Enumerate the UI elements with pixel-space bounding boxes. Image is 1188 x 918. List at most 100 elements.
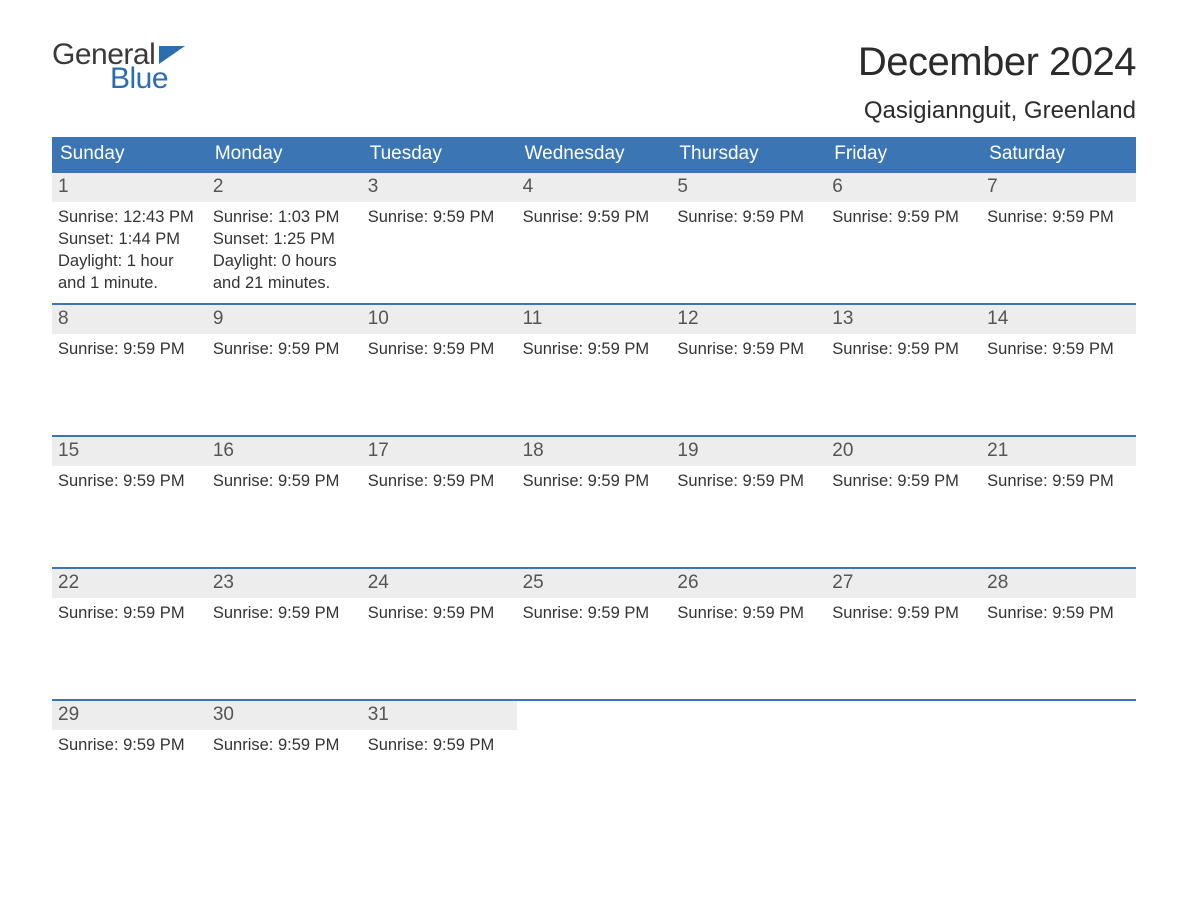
day-info-line: Sunrise: 9:59 PM <box>58 734 201 756</box>
day-content: Sunrise: 9:59 PM <box>207 466 362 498</box>
day-info-line: Sunrise: 9:59 PM <box>368 470 511 492</box>
day-content: Sunrise: 9:59 PM <box>826 202 981 234</box>
header: General Blue December 2024 Qasigiannguit… <box>52 40 1136 125</box>
day-content: Sunrise: 9:59 PM <box>981 202 1136 234</box>
calendar-day-cell: 22Sunrise: 9:59 PM <box>52 569 207 699</box>
day-info-line: Sunrise: 9:59 PM <box>368 338 511 360</box>
day-number: 17 <box>362 437 517 466</box>
calendar-day-cell: 1Sunrise: 12:43 PMSunset: 1:44 PMDayligh… <box>52 173 207 303</box>
day-content <box>981 730 1136 740</box>
day-number: 25 <box>517 569 672 598</box>
calendar-week-row: 1Sunrise: 12:43 PMSunset: 1:44 PMDayligh… <box>52 171 1136 303</box>
calendar-day-cell: 13Sunrise: 9:59 PM <box>826 305 981 435</box>
day-number: 16 <box>207 437 362 466</box>
day-number: 21 <box>981 437 1136 466</box>
day-info-line: Sunrise: 9:59 PM <box>213 734 356 756</box>
calendar-day-cell: 6 Sunrise: 9:59 PM <box>826 173 981 303</box>
day-info-line: Sunrise: 9:59 PM <box>523 338 666 360</box>
day-content: Sunrise: 1:03 PMSunset: 1:25 PMDaylight:… <box>207 202 362 301</box>
day-number: 12 <box>671 305 826 334</box>
day-number: 8 <box>52 305 207 334</box>
day-info-line: Sunrise: 9:59 PM <box>213 602 356 624</box>
calendar-day-cell <box>517 701 672 831</box>
day-content: Sunrise: 9:59 PM <box>362 466 517 498</box>
day-number: 7 <box>981 173 1136 202</box>
day-info-line: Sunrise: 9:59 PM <box>213 338 356 360</box>
day-info-line: Sunrise: 9:59 PM <box>832 206 975 228</box>
calendar-day-cell: 11 Sunrise: 9:59 PM <box>517 305 672 435</box>
day-content: Sunrise: 9:59 PM <box>517 334 672 366</box>
calendar-week-row: 15Sunrise: 9:59 PM16Sunrise: 9:59 PM17Su… <box>52 435 1136 567</box>
calendar-day-cell: 8Sunrise: 9:59 PM <box>52 305 207 435</box>
calendar-day-cell: 12Sunrise: 9:59 PM <box>671 305 826 435</box>
day-number: 9 <box>207 305 362 334</box>
calendar-day-cell: 20 Sunrise: 9:59 PM <box>826 437 981 567</box>
day-number: 20 <box>826 437 981 466</box>
day-info-line: Sunrise: 9:59 PM <box>677 602 820 624</box>
day-info-line: Sunrise: 9:59 PM <box>832 602 975 624</box>
day-content: Sunrise: 9:59 PM <box>671 598 826 630</box>
day-content: Sunrise: 9:59 PM <box>52 598 207 630</box>
calendar-day-cell: 10Sunrise: 9:59 PM <box>362 305 517 435</box>
calendar-day-cell: 24 Sunrise: 9:59 PM <box>362 569 517 699</box>
day-number: 29 <box>52 701 207 730</box>
calendar-day-cell: 21 Sunrise: 9:59 PM <box>981 437 1136 567</box>
day-info-line: Sunrise: 12:43 PM <box>58 206 201 228</box>
day-number: 15 <box>52 437 207 466</box>
day-number: 2 <box>207 173 362 202</box>
logo-text-blue: Blue <box>110 64 185 94</box>
weeks-container: 1Sunrise: 12:43 PMSunset: 1:44 PMDayligh… <box>52 171 1136 831</box>
day-content: Sunrise: 9:59 PM <box>981 598 1136 630</box>
day-number: 1 <box>52 173 207 202</box>
day-content: Sunrise: 9:59 PM <box>826 598 981 630</box>
day-info-line: Sunrise: 9:59 PM <box>58 602 201 624</box>
day-content: Sunrise: 9:59 PM <box>362 202 517 234</box>
calendar-day-cell: 16Sunrise: 9:59 PM <box>207 437 362 567</box>
day-number: 18 <box>517 437 672 466</box>
day-number: 24 <box>362 569 517 598</box>
day-info-line: Sunset: 1:25 PM <box>213 228 356 250</box>
day-number: 4 <box>517 173 672 202</box>
day-number: 23 <box>207 569 362 598</box>
calendar-day-cell: 15Sunrise: 9:59 PM <box>52 437 207 567</box>
calendar-week-row: 8Sunrise: 9:59 PM9Sunrise: 9:59 PM10Sunr… <box>52 303 1136 435</box>
day-content: Sunrise: 9:59 PM <box>207 598 362 630</box>
day-info-line: Sunrise: 9:59 PM <box>368 602 511 624</box>
day-info-line: Sunrise: 1:03 PM <box>213 206 356 228</box>
calendar-day-cell: 25Sunrise: 9:59 PM <box>517 569 672 699</box>
location: Qasigiannguit, Greenland <box>858 97 1136 125</box>
day-content: Sunrise: 9:59 PM <box>362 730 517 762</box>
day-content: Sunrise: 9:59 PM <box>826 466 981 498</box>
day-info-line: Sunrise: 9:59 PM <box>987 602 1130 624</box>
weekday-label: Saturday <box>981 137 1136 171</box>
weekday-label: Wednesday <box>517 137 672 171</box>
calendar-day-cell: 7Sunrise: 9:59 PM <box>981 173 1136 303</box>
day-info-line: Daylight: 1 hour and 1 minute. <box>58 250 201 295</box>
day-number: 5 <box>671 173 826 202</box>
day-content <box>671 730 826 740</box>
day-content <box>826 730 981 740</box>
title-block: December 2024 Qasigiannguit, Greenland <box>858 40 1136 125</box>
day-content: Sunrise: 9:59 PM <box>207 730 362 762</box>
day-content: Sunrise: 9:59 PM <box>517 202 672 234</box>
weekday-label: Monday <box>207 137 362 171</box>
calendar-day-cell: 17 Sunrise: 9:59 PM <box>362 437 517 567</box>
weekday-label: Sunday <box>52 137 207 171</box>
weekday-label: Thursday <box>671 137 826 171</box>
day-content: Sunrise: 9:59 PM <box>981 466 1136 498</box>
day-info-line: Sunrise: 9:59 PM <box>832 470 975 492</box>
day-info-line: Sunrise: 9:59 PM <box>987 470 1130 492</box>
day-number: 11 <box>517 305 672 334</box>
calendar-day-cell: 26Sunrise: 9:59 PM <box>671 569 826 699</box>
calendar-day-cell <box>671 701 826 831</box>
day-info-line: Sunrise: 9:59 PM <box>368 206 511 228</box>
calendar-week-row: 22Sunrise: 9:59 PM23 Sunrise: 9:59 PM 24 Su… <box>52 567 1136 699</box>
day-content: Sunrise: 9:59 PM <box>207 334 362 366</box>
calendar-day-cell: 30Sunrise: 9:59 PM <box>207 701 362 831</box>
day-info-line: Sunrise: 9:59 PM <box>677 470 820 492</box>
day-number: 6 <box>826 173 981 202</box>
day-content: Sunrise: 12:43 PMSunset: 1:44 PMDaylight… <box>52 202 207 301</box>
day-content: Sunrise: 9:59 PM <box>517 466 672 498</box>
day-number: 19 <box>671 437 826 466</box>
day-info-line: Sunrise: 9:59 PM <box>523 206 666 228</box>
